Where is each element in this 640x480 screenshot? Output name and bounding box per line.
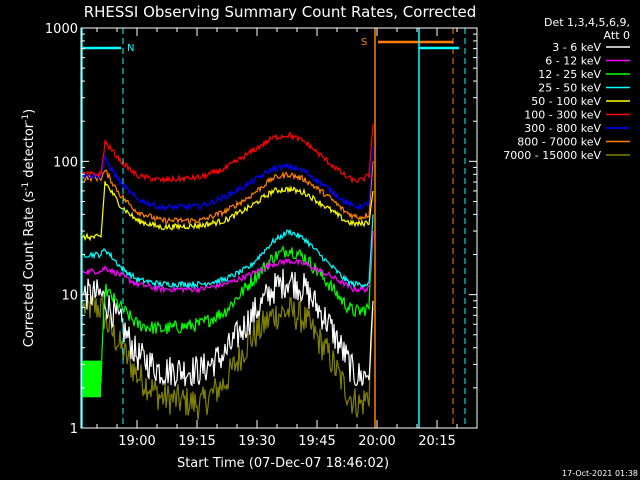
y-tick-label: 100 (53, 155, 78, 170)
series-line (81, 231, 374, 295)
y-axis: 1 10 100 1000 (45, 22, 477, 437)
annotation-layer: NS (81, 28, 466, 428)
series-line (81, 146, 374, 213)
legend-label: 25 - 50 keV (538, 82, 601, 95)
legend-label: 3 - 6 keV (552, 41, 601, 54)
x-tick-label: 20:00 (358, 434, 395, 449)
saa-label: S (361, 37, 367, 48)
legend-label: 300 - 800 keV (524, 122, 601, 135)
y-axis-label-mid: detector (22, 122, 37, 182)
legend-header-detectors: Det 1,3,4,5,6,9, (544, 16, 630, 29)
x-tick-label: 19:45 (298, 434, 335, 449)
y-axis-label-text: Corrected Count Rate (s (22, 191, 37, 348)
series-block (82, 360, 101, 398)
y-axis-label: Corrected Count Rate (s-1 detector-1) (21, 109, 37, 347)
y-axis-label-sup1: -1 (21, 182, 31, 191)
legend-label: 50 - 100 keV (531, 95, 601, 108)
y-axis-label-sup2: -1 (21, 114, 31, 123)
y-axis-label-end: ) (22, 109, 37, 114)
x-axis: 19:00 19:15 19:30 19:45 20:00 20:15 (96, 28, 458, 449)
night-label: N (127, 43, 134, 54)
legend-label: 6 - 12 keV (545, 55, 601, 68)
y-tick-label: 10 (61, 289, 78, 304)
y-tick-label: 1 (70, 422, 78, 437)
x-tick-label: 20:15 (418, 434, 455, 449)
series-layer (81, 124, 374, 420)
legend-label: 100 - 300 keV (524, 109, 601, 122)
legend-label: 800 - 7000 keV (517, 136, 601, 149)
series-line (81, 214, 374, 290)
series-line (81, 231, 374, 390)
x-tick-label: 19:15 (178, 434, 215, 449)
series-line (81, 291, 374, 420)
x-tick-label: 19:30 (238, 434, 275, 449)
legend-label: 12 - 25 keV (538, 68, 601, 81)
series-line (81, 181, 374, 242)
series-line (81, 268, 374, 387)
series-line (81, 124, 374, 184)
legend-label: 7000 - 15000 keV (503, 149, 601, 162)
y-tick-label: 1000 (45, 22, 78, 37)
footer-timestamp: 17-Oct-2021 01:38 (562, 469, 638, 478)
x-axis-label: Start Time (07-Dec-07 18:46:02) (177, 456, 389, 471)
plot-frame (80, 27, 478, 429)
legend-header-attenuator: Att 0 (604, 29, 630, 42)
series-line (81, 161, 374, 225)
x-tick-label: 19:00 (118, 434, 155, 449)
chart-title: RHESSI Observing Summary Count Rates, Co… (84, 3, 477, 21)
